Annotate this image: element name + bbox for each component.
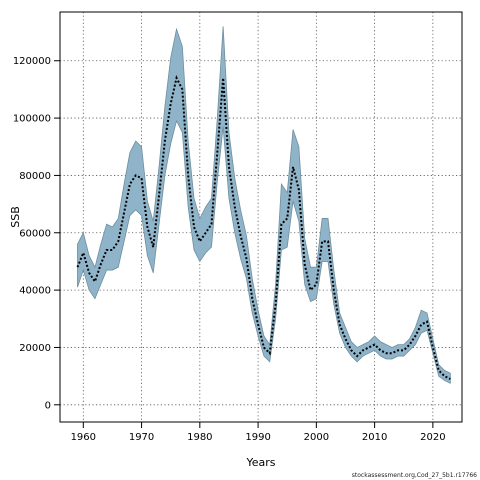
plot-frame — [59, 11, 463, 423]
y-axis-ticks: 0 20000 40000 60000 80000 100000 120000 — [13, 56, 60, 411]
y-tick-label: 0 — [45, 400, 51, 411]
confidence-band-group — [77, 26, 451, 384]
x-axis-ticks: 1960 1970 1980 1990 2000 2010 2020 — [71, 422, 446, 443]
x-tick-label: 2020 — [420, 432, 445, 443]
x-tick-label: 1970 — [129, 432, 154, 443]
x-axis-label: Years — [245, 456, 275, 469]
y-tick-label: 40000 — [19, 286, 51, 297]
y-tick-label: 60000 — [19, 228, 51, 239]
confidence-band — [77, 26, 451, 384]
source-watermark: stockassessment.org,Cod_27_5b1.r17766 — [352, 472, 477, 479]
y-tick-label: 80000 — [19, 171, 51, 182]
x-tick-label: 2010 — [362, 432, 387, 443]
ssb-line — [76, 75, 451, 380]
x-tick-label: 1960 — [71, 432, 96, 443]
y-axis-label: SSB — [9, 206, 22, 228]
x-tick-label: 1990 — [245, 432, 270, 443]
y-tick-label: 120000 — [13, 56, 51, 67]
y-tick-label: 20000 — [19, 343, 51, 354]
y-tick-label: 100000 — [13, 114, 51, 125]
ssb-line-group — [76, 75, 451, 380]
x-tick-label: 1980 — [187, 432, 212, 443]
x-tick-label: 2000 — [304, 432, 329, 443]
ssb-points-group — [77, 78, 450, 379]
